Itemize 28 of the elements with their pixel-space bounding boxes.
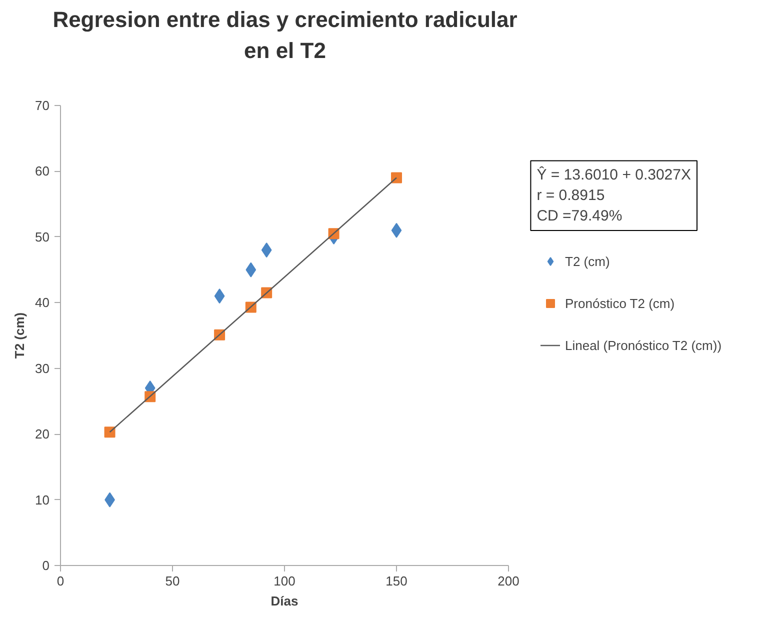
legend-label: Lineal (Pronóstico T2 (cm)) [565,338,722,352]
y-tick-label: 60 [35,164,50,179]
legend-label: T2 (cm) [565,254,610,268]
y-tick-label: 70 [35,98,50,113]
point [104,426,116,438]
x-tick-label: 100 [274,574,296,588]
y-tick-label: 20 [35,426,50,442]
text: CD =79.49% [536,208,622,224]
point [391,222,402,238]
y-tick-label: 10 [35,492,50,508]
text: r = 0.8915 [536,187,605,204]
point [214,288,225,304]
y-tick-label: 40 [35,295,50,310]
x-tick-label: 200 [498,574,520,588]
y-tick-label: 30 [35,360,50,376]
x-axis-title: Días [270,594,298,608]
point [246,262,256,278]
chart-title: Regresion entre dias y crecimiento radicular en el T2 [52,6,518,65]
y-tick-label: 50 [35,229,50,244]
legend-label: Pronóstico T2 (cm) [565,296,675,310]
text: Ŷ = 13.6010 + 0.3027X [536,166,692,184]
x-tick-label: 0 [56,574,64,588]
point [261,242,272,258]
y-axis-title: T2 (cm) [12,312,28,359]
x-tick-label: 150 [386,574,408,588]
y-tick-label: 0 [42,558,50,573]
point [391,172,402,184]
x-tick-label: 50 [165,574,180,588]
